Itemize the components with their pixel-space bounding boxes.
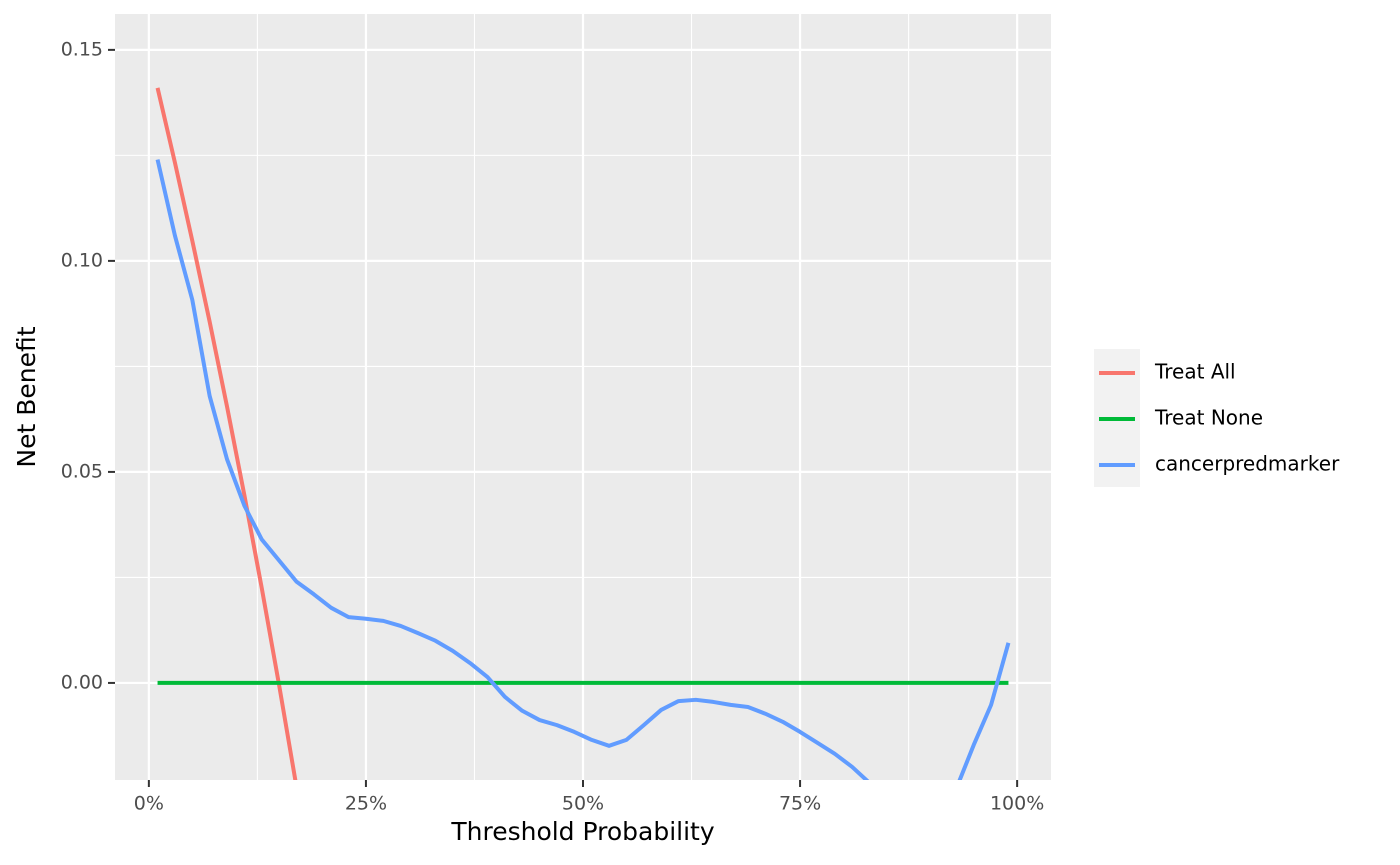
y-tick-label: 0.10 bbox=[61, 249, 103, 271]
x-tick-label: 75% bbox=[779, 793, 821, 815]
y-tick-label: 0.05 bbox=[61, 460, 103, 482]
legend: Treat All Treat None cancerpredmarker bbox=[1094, 349, 1340, 487]
legend-label: cancerpredmarker bbox=[1155, 452, 1340, 476]
y-tick-label: 0.15 bbox=[61, 38, 103, 60]
series-line bbox=[155, 159, 1011, 780]
x-tick-label: 50% bbox=[562, 793, 604, 815]
y-tick-label: 0.00 bbox=[61, 671, 103, 693]
x-axis-title: Threshold Probability bbox=[450, 817, 715, 846]
x-tick-label: 100% bbox=[990, 793, 1044, 815]
axes: 0% 25% 50% 75% 100% 0.00 0.05 0.10 0.15 bbox=[61, 38, 1045, 814]
legend-label: Treat All bbox=[1154, 360, 1236, 384]
legend-label: Treat None bbox=[1154, 406, 1263, 430]
grid bbox=[115, 14, 1051, 780]
lines bbox=[155, 87, 1011, 780]
x-tick-label: 0% bbox=[134, 793, 164, 815]
x-tick-label: 25% bbox=[345, 793, 387, 815]
y-axis-title: Net Benefit bbox=[12, 326, 41, 467]
